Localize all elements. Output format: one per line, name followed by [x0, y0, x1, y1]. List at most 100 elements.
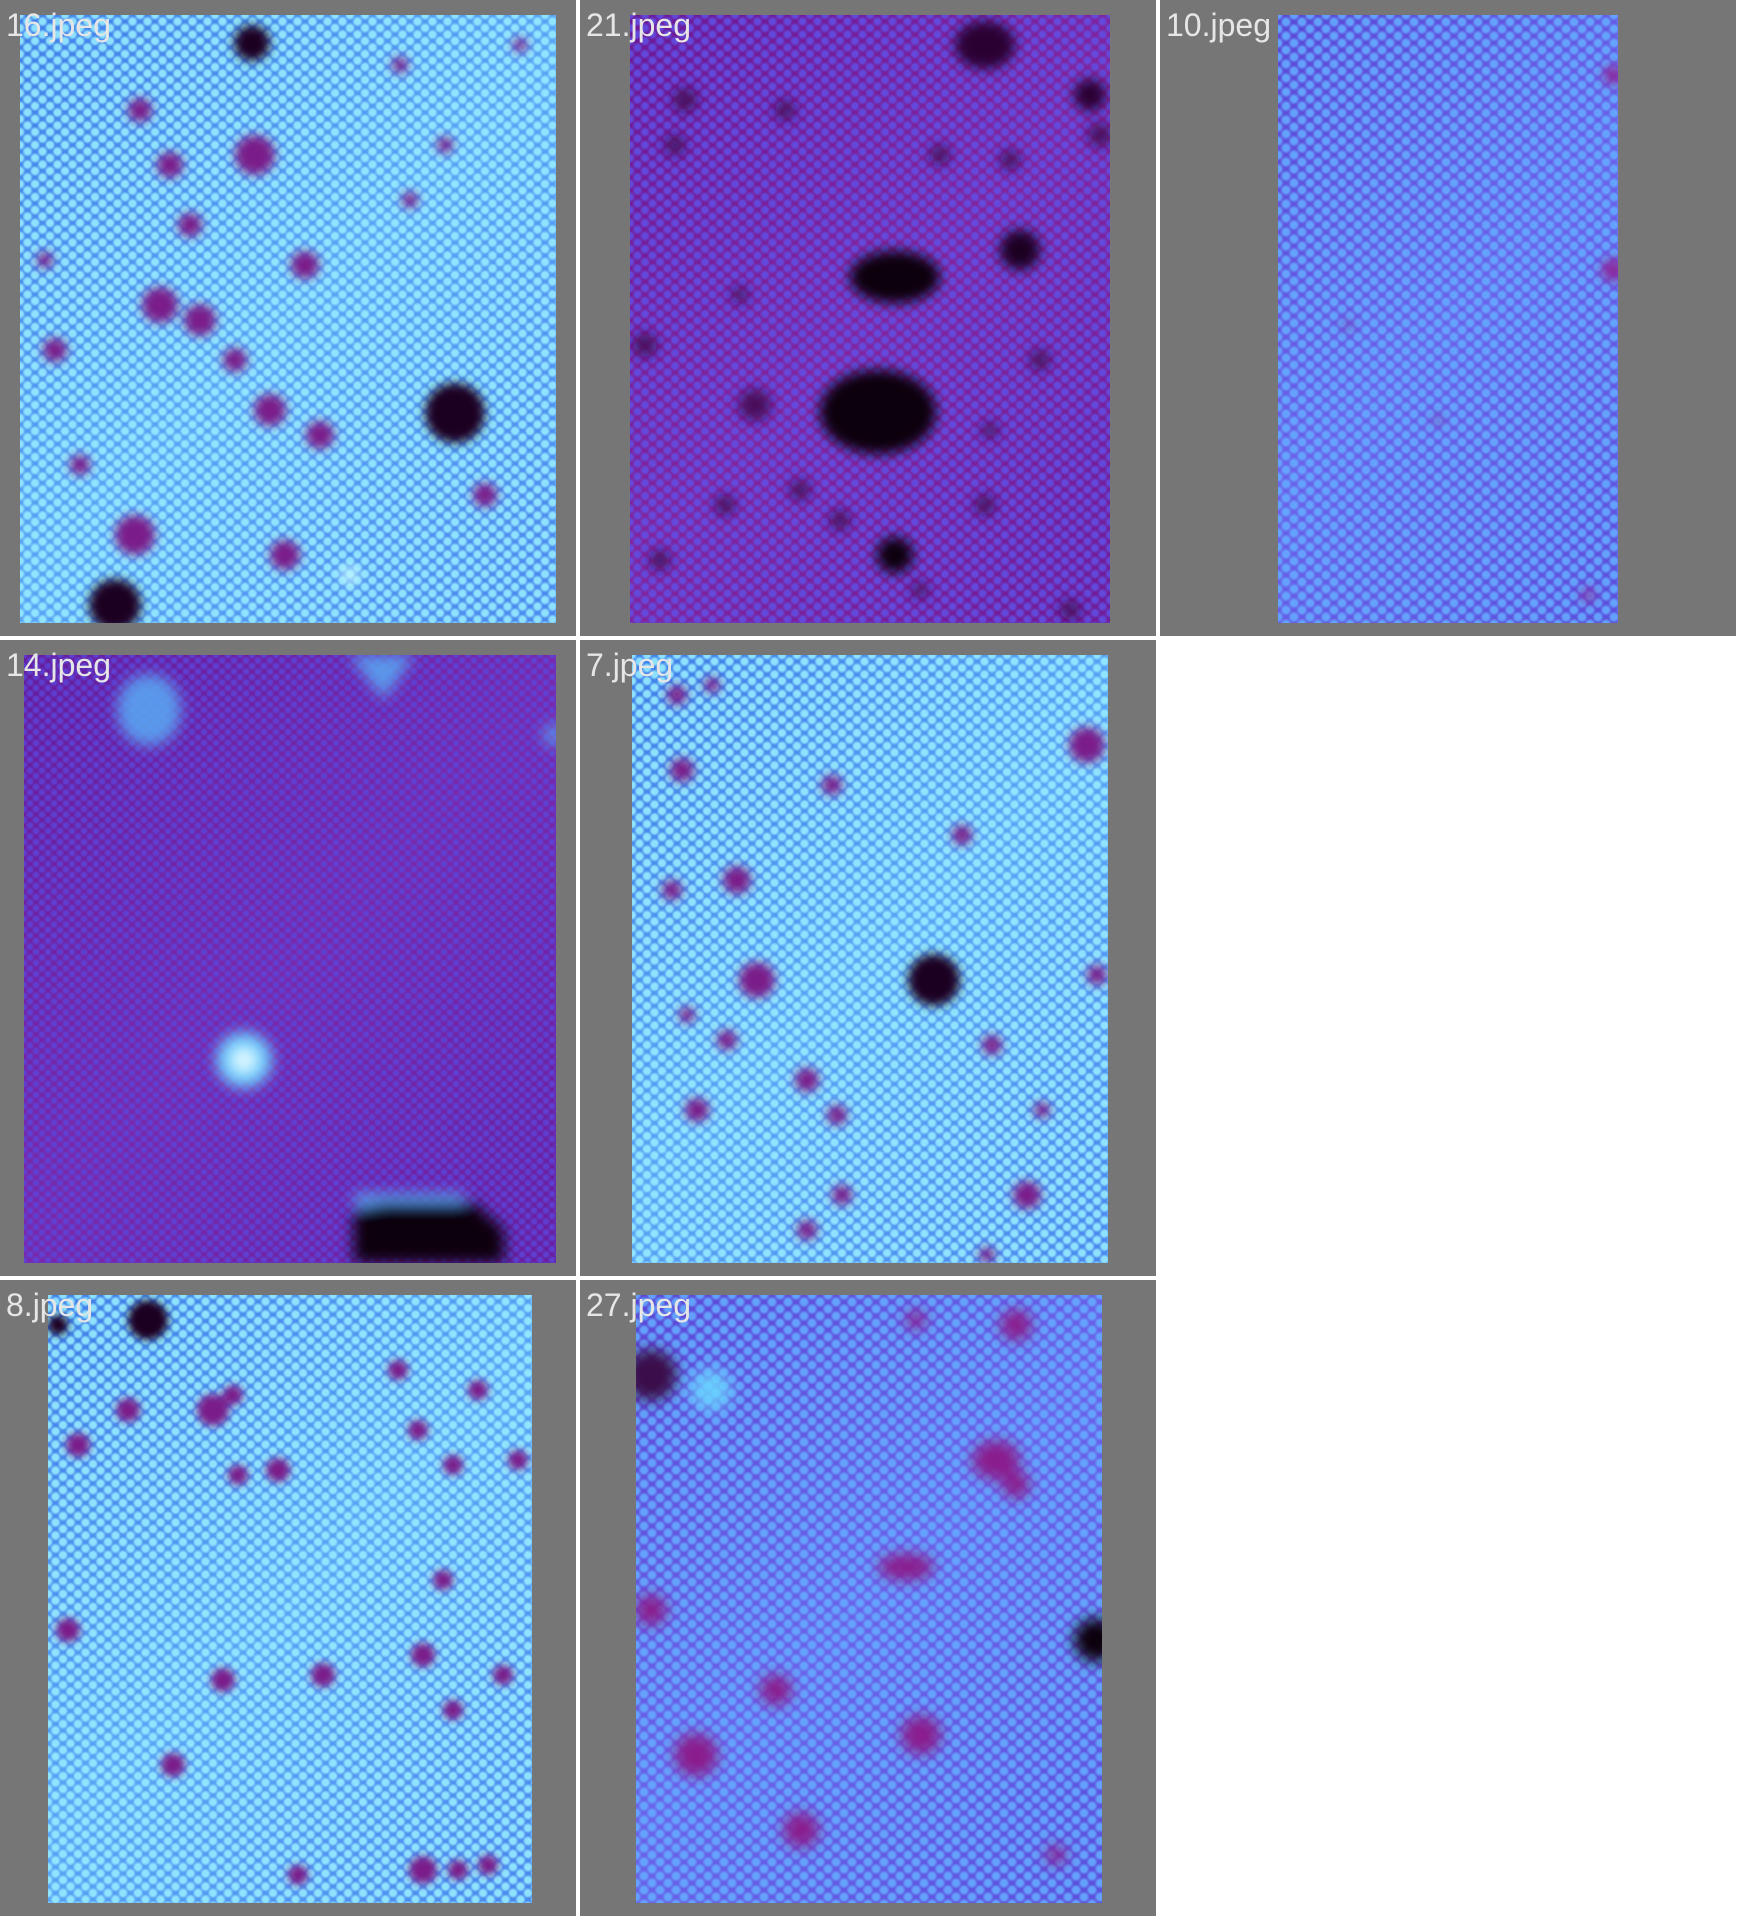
defect-purple: [1601, 258, 1618, 282]
defect-purple: [116, 1398, 140, 1422]
defect-purple: [306, 421, 334, 449]
defect-purple: [650, 550, 670, 570]
defect-purple: [901, 1715, 941, 1755]
defect-purple: [1342, 319, 1354, 331]
defect-purple: [832, 1185, 852, 1205]
defect-purple: [775, 100, 795, 120]
bright-island: [349, 655, 414, 700]
defect-dark: [89, 579, 141, 623]
defect-purple: [115, 515, 155, 555]
defect-purple: [37, 252, 53, 268]
defect-dark: [234, 25, 270, 61]
defect-overlay: [48, 1300, 528, 1885]
defect-dark: [425, 383, 485, 443]
defect-purple: [1000, 150, 1020, 170]
bright-spot: [340, 565, 360, 585]
defect-dark: [48, 1315, 68, 1335]
image-filename-label: 14.jpeg: [6, 647, 111, 683]
defect-purple: [972, 1440, 1020, 1480]
defect-purple: [670, 758, 694, 782]
gallery-cell[interactable]: 14.jpeg: [0, 640, 576, 1276]
image-thumbnail[interactable]: [1278, 15, 1618, 623]
defect-purple: [266, 1458, 290, 1482]
bright-spot: [232, 1048, 256, 1072]
defect-purple: [288, 1865, 308, 1885]
image-thumbnail[interactable]: [636, 1295, 1102, 1903]
defect-purple: [402, 192, 418, 208]
defect-purple: [633, 333, 657, 357]
defect-purple: [468, 1380, 488, 1400]
defect-purple: [448, 1860, 468, 1880]
image-thumbnail[interactable]: [632, 655, 1108, 1263]
defect-purple: [254, 394, 286, 426]
defect-purple: [478, 1855, 498, 1875]
defect-purple: [783, 1812, 819, 1848]
defect-purple: [443, 1455, 463, 1475]
defect-dark: [636, 1349, 677, 1401]
defect-purple: [878, 1553, 934, 1581]
defect-purple: [473, 483, 497, 507]
defect-purple: [906, 1310, 926, 1330]
defect-purple: [70, 455, 90, 475]
lattice-texture: [630, 15, 1110, 623]
defect-purple: [797, 1220, 817, 1240]
image-thumbnail[interactable]: [24, 655, 556, 1263]
defect-purple: [822, 775, 842, 795]
defect-purple: [679, 1007, 695, 1023]
defect-purple: [1580, 587, 1596, 603]
defect-purple: [392, 57, 408, 73]
bright-island: [542, 723, 556, 747]
image-filename-label: 7.jpeg: [586, 647, 674, 683]
image-filename-label: 27.jpeg: [586, 1287, 691, 1323]
defect-purple: [715, 495, 735, 515]
image-filename-label: 21.jpeg: [586, 7, 691, 43]
lattice-texture: [48, 1295, 532, 1903]
defect-purple: [184, 304, 216, 336]
gallery-cell[interactable]: 10.jpeg: [1160, 0, 1736, 636]
defect-purple: [827, 1105, 847, 1125]
defect-purple: [223, 1385, 243, 1405]
gallery-cell[interactable]: 21.jpeg: [580, 0, 1156, 636]
defect-purple: [975, 495, 995, 515]
gallery-cell[interactable]: 7.jpeg: [580, 640, 1156, 1276]
defect-overlay: [633, 21, 1110, 620]
image-thumbnail[interactable]: [20, 15, 556, 623]
defect-dark: [955, 21, 1015, 69]
defect-purple: [704, 677, 720, 693]
defect-purple: [291, 251, 319, 279]
image-thumbnail[interactable]: [630, 15, 1110, 623]
defect-purple: [760, 1674, 792, 1706]
gallery-cell[interactable]: 16.jpeg: [0, 0, 576, 636]
defect-purple: [197, 1394, 229, 1426]
defect-purple: [493, 1665, 513, 1685]
image-filename-label: 16.jpeg: [6, 7, 111, 43]
gallery-cell[interactable]: 8.jpeg: [0, 1280, 576, 1916]
defect-purple: [830, 510, 850, 530]
defect-purple: [408, 1420, 428, 1440]
gallery-cell[interactable]: 27.jpeg: [580, 1280, 1156, 1916]
defect-purple: [952, 825, 972, 845]
defect-purple: [235, 135, 275, 175]
defect-purple: [930, 145, 950, 165]
defect-purple: [665, 135, 685, 155]
defect-purple: [223, 348, 247, 372]
defect-dark: [820, 370, 936, 454]
image-thumbnail[interactable]: [48, 1295, 532, 1903]
defect-purple: [674, 1733, 718, 1777]
defect-overlay: [662, 677, 1107, 1263]
defect-purple: [66, 1433, 90, 1457]
defect-purple: [157, 152, 183, 178]
defect-purple: [979, 1247, 995, 1263]
lattice-texture: [24, 655, 556, 1263]
image-filename-label: 8.jpeg: [6, 1287, 94, 1323]
defect-purple: [178, 213, 202, 237]
defect-purple: [795, 1068, 819, 1092]
defect-purple: [1013, 1181, 1041, 1209]
defect-purple: [636, 1594, 667, 1626]
defect-dark: [1074, 79, 1106, 111]
defect-purple: [443, 1700, 463, 1720]
defect-purple: [1432, 414, 1444, 426]
defect-purple: [982, 422, 998, 438]
defect-purple: [685, 1098, 709, 1122]
